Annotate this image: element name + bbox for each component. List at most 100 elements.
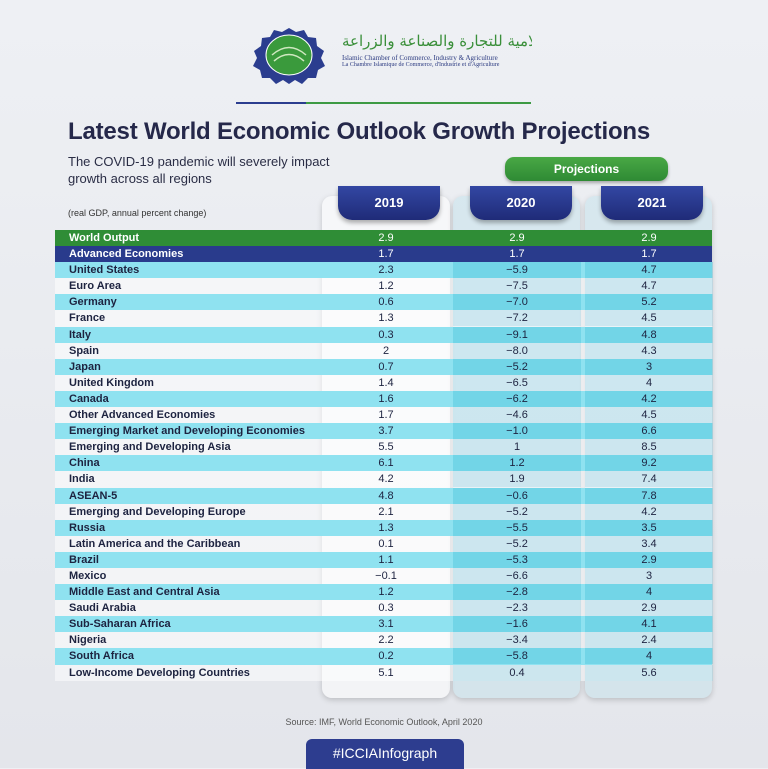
cell-2020: −5.8 bbox=[453, 648, 581, 665]
cell-2019: 0.2 bbox=[378, 650, 394, 663]
cell-2020: −2.3 bbox=[453, 600, 581, 617]
cell-2019: 3.7 bbox=[378, 425, 394, 438]
table-row: Italy 0.3 −9.1 4.8 bbox=[55, 326, 713, 343]
row-label: Latin America and the Caribbean bbox=[69, 537, 241, 550]
cell-2021: 7.4 bbox=[585, 471, 713, 488]
row-label: China bbox=[69, 457, 100, 470]
cell-2021: 4.2 bbox=[585, 390, 713, 407]
row-label: Emerging and Developing Asia bbox=[69, 441, 231, 454]
cell-2021: 5.2 bbox=[585, 294, 713, 311]
cell-2020: −8.0 bbox=[453, 342, 581, 359]
cell-2020: −2.8 bbox=[453, 584, 581, 601]
cell-2020: −0.6 bbox=[453, 487, 581, 504]
cell-2021: 4.1 bbox=[585, 616, 713, 633]
cell-2019: 4.8 bbox=[378, 489, 394, 502]
table-row: South Africa 0.2 −5.8 4 bbox=[55, 648, 713, 665]
table-row: France 1.3 −7.2 4.5 bbox=[55, 310, 713, 327]
row-label: Other Advanced Economies bbox=[69, 409, 216, 422]
cell-2019: 1.3 bbox=[378, 312, 394, 325]
cell-2019: 1.2 bbox=[378, 586, 394, 599]
cell-2021: 4.7 bbox=[585, 262, 713, 279]
cell-2019: 0.1 bbox=[378, 537, 394, 550]
cell-2019: 1.4 bbox=[378, 376, 394, 389]
cell-2019: 5.1 bbox=[378, 666, 394, 679]
table-row: India 4.2 1.9 7.4 bbox=[55, 471, 713, 488]
table-row: Canada 1.6 −6.2 4.2 bbox=[55, 390, 713, 408]
cell-2021: 4.8 bbox=[585, 326, 713, 343]
cell-2021: 4.5 bbox=[585, 407, 713, 424]
cell-2020: −5.5 bbox=[453, 519, 581, 536]
cell-2020: 1 bbox=[453, 439, 581, 456]
cell-2021: 7.8 bbox=[585, 487, 713, 504]
cell-2021: 4.2 bbox=[585, 503, 713, 520]
cell-2019: 1.2 bbox=[378, 280, 394, 293]
row-label: France bbox=[69, 312, 106, 325]
cell-2021: 4.7 bbox=[585, 278, 713, 295]
cell-2019: −0.1 bbox=[375, 569, 397, 582]
cell-2021: 2.9 bbox=[585, 551, 713, 568]
table-row: Mexico −0.1 −6.6 3 bbox=[55, 567, 713, 585]
cell-2021: 3 bbox=[585, 358, 713, 375]
data-table: World Output 2.9 2.9 2.9 Advanced Economies 1… bbox=[55, 230, 713, 681]
hashtag-badge: #ICCIAInfograph bbox=[306, 739, 464, 769]
cell-2019: 0.3 bbox=[378, 328, 394, 341]
cell-2020: −3.4 bbox=[453, 632, 581, 649]
cell-2021: 2.9 bbox=[585, 600, 713, 617]
page-title: Latest World Economic Outlook Growth Pro… bbox=[68, 118, 651, 145]
row-label: Japan bbox=[69, 360, 101, 373]
cell-2019: 1.7 bbox=[378, 248, 394, 261]
table-row: Advanced Economies 1.7 1.7 1.7 bbox=[55, 246, 712, 263]
cell-2020: −4.6 bbox=[453, 407, 581, 424]
column-header-2021: 2021 bbox=[601, 186, 703, 220]
row-label: Germany bbox=[69, 296, 117, 309]
cell-2020: −7.2 bbox=[453, 310, 581, 327]
org-name-french: La Chambre Islamique de Commerce, d'Indu… bbox=[342, 62, 500, 68]
cell-2020: 1.7 bbox=[509, 248, 525, 261]
row-label: Advanced Economies bbox=[69, 248, 184, 261]
row-label: Emerging and Developing Europe bbox=[69, 505, 246, 518]
cell-2019: 0.7 bbox=[378, 360, 394, 373]
cell-2021: 1.7 bbox=[641, 248, 657, 261]
cell-2020: −1.0 bbox=[453, 423, 581, 440]
cell-2019: 0.3 bbox=[378, 602, 394, 615]
cell-2021: 8.5 bbox=[585, 439, 713, 456]
table-row: United Kingdom 1.4 −6.5 4 bbox=[55, 374, 713, 391]
cell-2021: 4 bbox=[585, 584, 713, 601]
cell-2021: 6.6 bbox=[585, 423, 713, 440]
row-label: South Africa bbox=[69, 650, 134, 663]
cell-2019: 1.6 bbox=[378, 392, 394, 405]
cell-2019: 2.3 bbox=[378, 264, 394, 277]
row-label: Canada bbox=[69, 392, 109, 405]
cell-2021: 4 bbox=[585, 648, 713, 665]
table-row: World Output 2.9 2.9 2.9 bbox=[55, 230, 712, 247]
cell-2021: 4 bbox=[585, 374, 713, 391]
table-row: Germany 0.6 −7.0 5.2 bbox=[55, 294, 713, 311]
row-label: Nigeria bbox=[69, 634, 107, 647]
cell-2020: −1.6 bbox=[453, 616, 581, 633]
row-label: Middle East and Central Asia bbox=[69, 586, 220, 599]
column-header-2019: 2019 bbox=[338, 186, 440, 220]
table-row: Emerging and Developing Europe 2.1 −5.2 4.2 bbox=[55, 503, 713, 520]
cell-2021: 3.5 bbox=[585, 519, 713, 536]
org-name-arabic: الغرفة الإسلامية للتجارة والصناعة والزرا… bbox=[342, 32, 532, 50]
cell-2019: 1.1 bbox=[378, 553, 394, 566]
unit-note: (real GDP, annual percent change) bbox=[68, 208, 207, 218]
cell-2019: 2 bbox=[382, 344, 390, 357]
cell-2020: 2.9 bbox=[509, 232, 525, 244]
table-row: Brazil 1.1 −5.3 2.9 bbox=[55, 551, 713, 568]
table-row: Euro Area 1.2 −7.5 4.7 bbox=[55, 278, 713, 295]
cell-2019: 0.6 bbox=[378, 296, 394, 309]
row-label: Low-Income Developing Countries bbox=[69, 666, 250, 679]
table-row: Other Advanced Economies 1.7 −4.6 4.5 bbox=[55, 407, 713, 424]
row-label: Euro Area bbox=[69, 280, 122, 293]
row-label: ASEAN-5 bbox=[69, 489, 118, 502]
cell-2020: −9.1 bbox=[453, 326, 581, 343]
table-row: Japan 0.7 −5.2 3 bbox=[55, 358, 713, 375]
icci-logo bbox=[253, 28, 325, 84]
table-row: Spain 2 −8.0 4.3 bbox=[55, 342, 713, 359]
cell-2019: 1.3 bbox=[378, 521, 394, 534]
cell-2020: −7.0 bbox=[453, 294, 581, 311]
cell-2019: 2.1 bbox=[378, 505, 394, 518]
projections-badge: Projections bbox=[505, 157, 668, 181]
cell-2019: 1.7 bbox=[378, 409, 394, 422]
